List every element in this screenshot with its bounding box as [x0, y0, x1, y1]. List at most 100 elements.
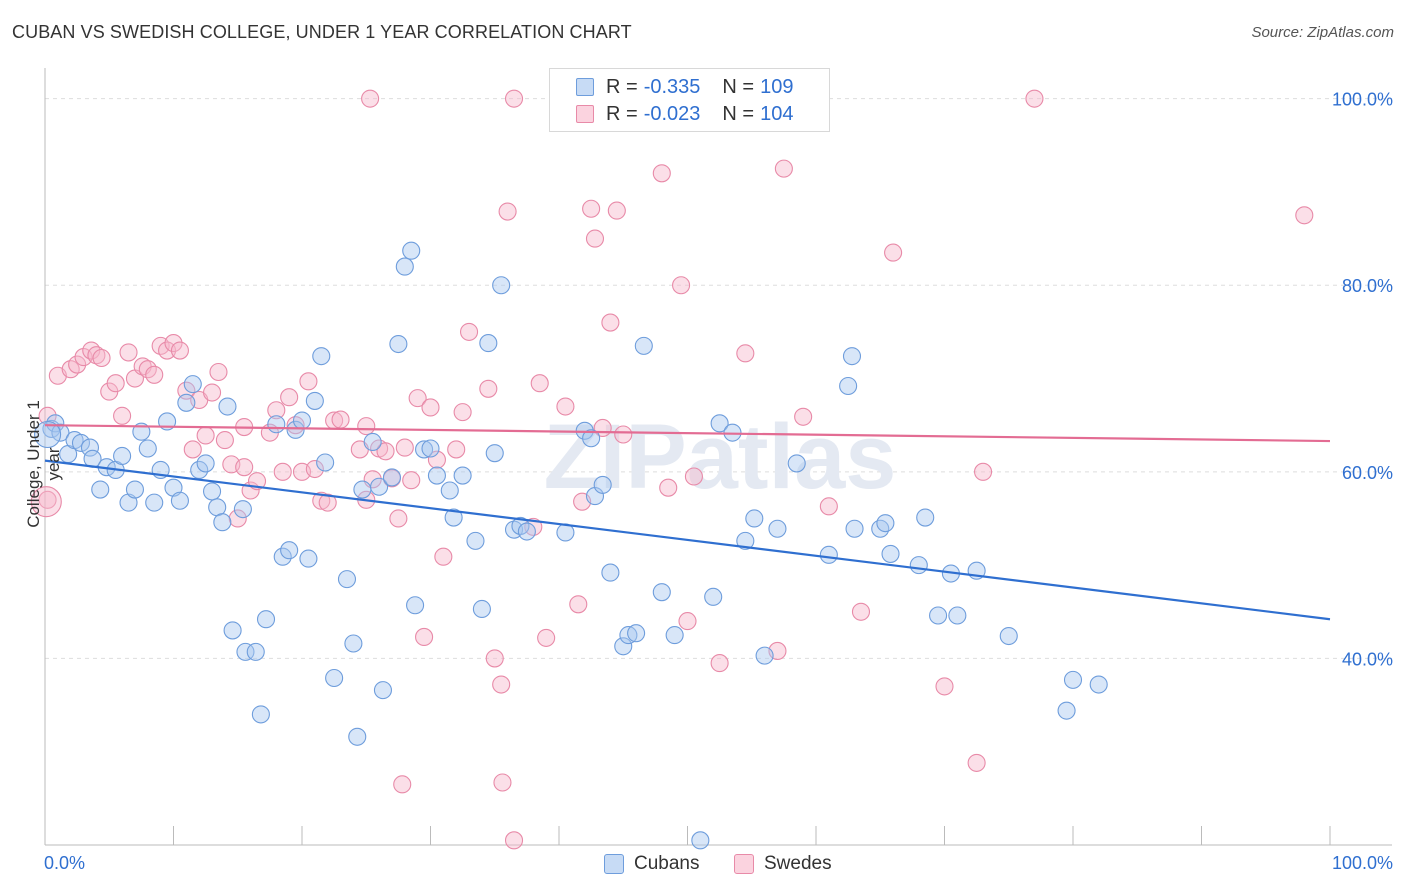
point-cubans: [305, 391, 324, 410]
point-cubans: [819, 545, 838, 564]
point-swedes: [158, 341, 177, 360]
legend-n-label: N =: [722, 75, 755, 98]
point-cubans: [466, 531, 485, 550]
point-swedes: [119, 343, 138, 362]
chart-title: CUBAN VS SWEDISH COLLEGE, UNDER 1 YEAR C…: [12, 22, 632, 42]
point-swedes: [537, 628, 556, 647]
legend-n-label: N =: [722, 102, 755, 125]
point-swedes: [851, 602, 871, 621]
source-label: Source: ZipAtlas.com: [1251, 24, 1394, 41]
legend-r-label: R =: [606, 75, 638, 98]
point-swedes: [331, 410, 350, 429]
point-swedes: [305, 459, 324, 479]
cluster-point: [30, 486, 62, 518]
point-cubans: [876, 514, 895, 533]
axis-layer: [44, 68, 1392, 846]
point-cubans: [691, 831, 710, 850]
point-swedes: [585, 229, 605, 248]
point-cubans: [370, 477, 389, 496]
point-cubans: [619, 626, 638, 645]
legend-r-value: -0.023: [643, 102, 701, 125]
point-swedes: [556, 397, 575, 416]
point-cubans: [444, 508, 463, 527]
point-swedes: [415, 627, 434, 647]
point-swedes: [164, 334, 183, 353]
point-cubans: [787, 454, 806, 473]
point-cubans: [634, 336, 653, 355]
point-swedes: [569, 595, 588, 614]
point-cubans: [46, 414, 65, 433]
point-cubans: [517, 522, 536, 541]
point-cubans: [267, 415, 286, 434]
point-swedes: [659, 478, 678, 497]
point-swedes: [736, 344, 755, 363]
point-cubans: [292, 411, 312, 430]
point-cubans: [845, 519, 864, 538]
point-cubans: [710, 414, 729, 433]
point-cubans: [415, 440, 434, 459]
point-cubans: [337, 570, 357, 589]
bottom-legend-swatch-cubans: [604, 854, 624, 874]
point-cubans: [916, 508, 935, 527]
point-cubans: [627, 624, 646, 643]
point-swedes: [607, 201, 626, 220]
point-swedes: [113, 406, 132, 425]
legend-n-value: 104: [760, 102, 794, 125]
point-cubans: [170, 491, 189, 510]
point-cubans: [363, 432, 382, 452]
point-cubans: [909, 556, 928, 575]
point-swedes: [235, 458, 254, 477]
point-swedes: [453, 403, 472, 422]
point-swedes: [61, 360, 80, 379]
point-swedes: [145, 365, 164, 384]
point-swedes: [967, 753, 986, 772]
y-axis-label: College, Under 1 year: [24, 400, 63, 528]
point-cubans: [113, 446, 132, 466]
point-swedes: [447, 440, 466, 459]
point-cubans: [325, 668, 344, 688]
trend-layer: [44, 424, 1331, 621]
point-swedes: [395, 438, 414, 457]
point-cubans: [373, 681, 393, 700]
point-swedes: [884, 243, 903, 262]
point-cubans: [91, 480, 110, 499]
point-swedes: [427, 450, 446, 469]
point-swedes: [652, 164, 671, 183]
point-cubans: [440, 481, 459, 500]
point-cubans: [316, 453, 335, 472]
point-cubans: [246, 642, 265, 661]
point-cubans: [353, 480, 372, 499]
point-swedes: [299, 372, 318, 391]
point-swedes: [504, 89, 524, 108]
point-swedes: [228, 509, 247, 528]
point-cubans: [80, 438, 100, 457]
legend-swatch-cubans: [576, 78, 594, 96]
legend-r-value: -0.335: [643, 75, 701, 98]
y-tick-label: 40.0%: [1342, 649, 1393, 669]
point-swedes: [402, 471, 421, 490]
point-swedes: [312, 491, 331, 510]
point-cubans: [177, 393, 196, 412]
point-swedes: [479, 379, 498, 398]
point-cubans: [1057, 701, 1076, 720]
point-cubans: [948, 606, 967, 625]
point-swedes: [361, 89, 380, 108]
point-swedes: [389, 509, 408, 528]
point-cubans: [929, 606, 948, 625]
bottom-legend-label-swedes: Swedes: [764, 853, 832, 874]
point-cubans: [286, 420, 305, 439]
point-swedes: [421, 398, 440, 417]
point-swedes: [794, 407, 813, 426]
point-swedes: [684, 467, 703, 486]
y-tick-label: 60.0%: [1342, 463, 1393, 483]
point-swedes: [273, 462, 292, 481]
point-swedes: [408, 389, 427, 408]
bottom-legend-label-cubans: Cubans: [634, 853, 700, 874]
point-cubans: [218, 397, 237, 416]
point-swedes: [267, 401, 286, 420]
point-cubans: [601, 563, 620, 582]
point-cubans: [196, 454, 215, 473]
point-swedes: [678, 612, 697, 631]
point-swedes: [393, 775, 412, 794]
point-cubans: [280, 541, 299, 560]
